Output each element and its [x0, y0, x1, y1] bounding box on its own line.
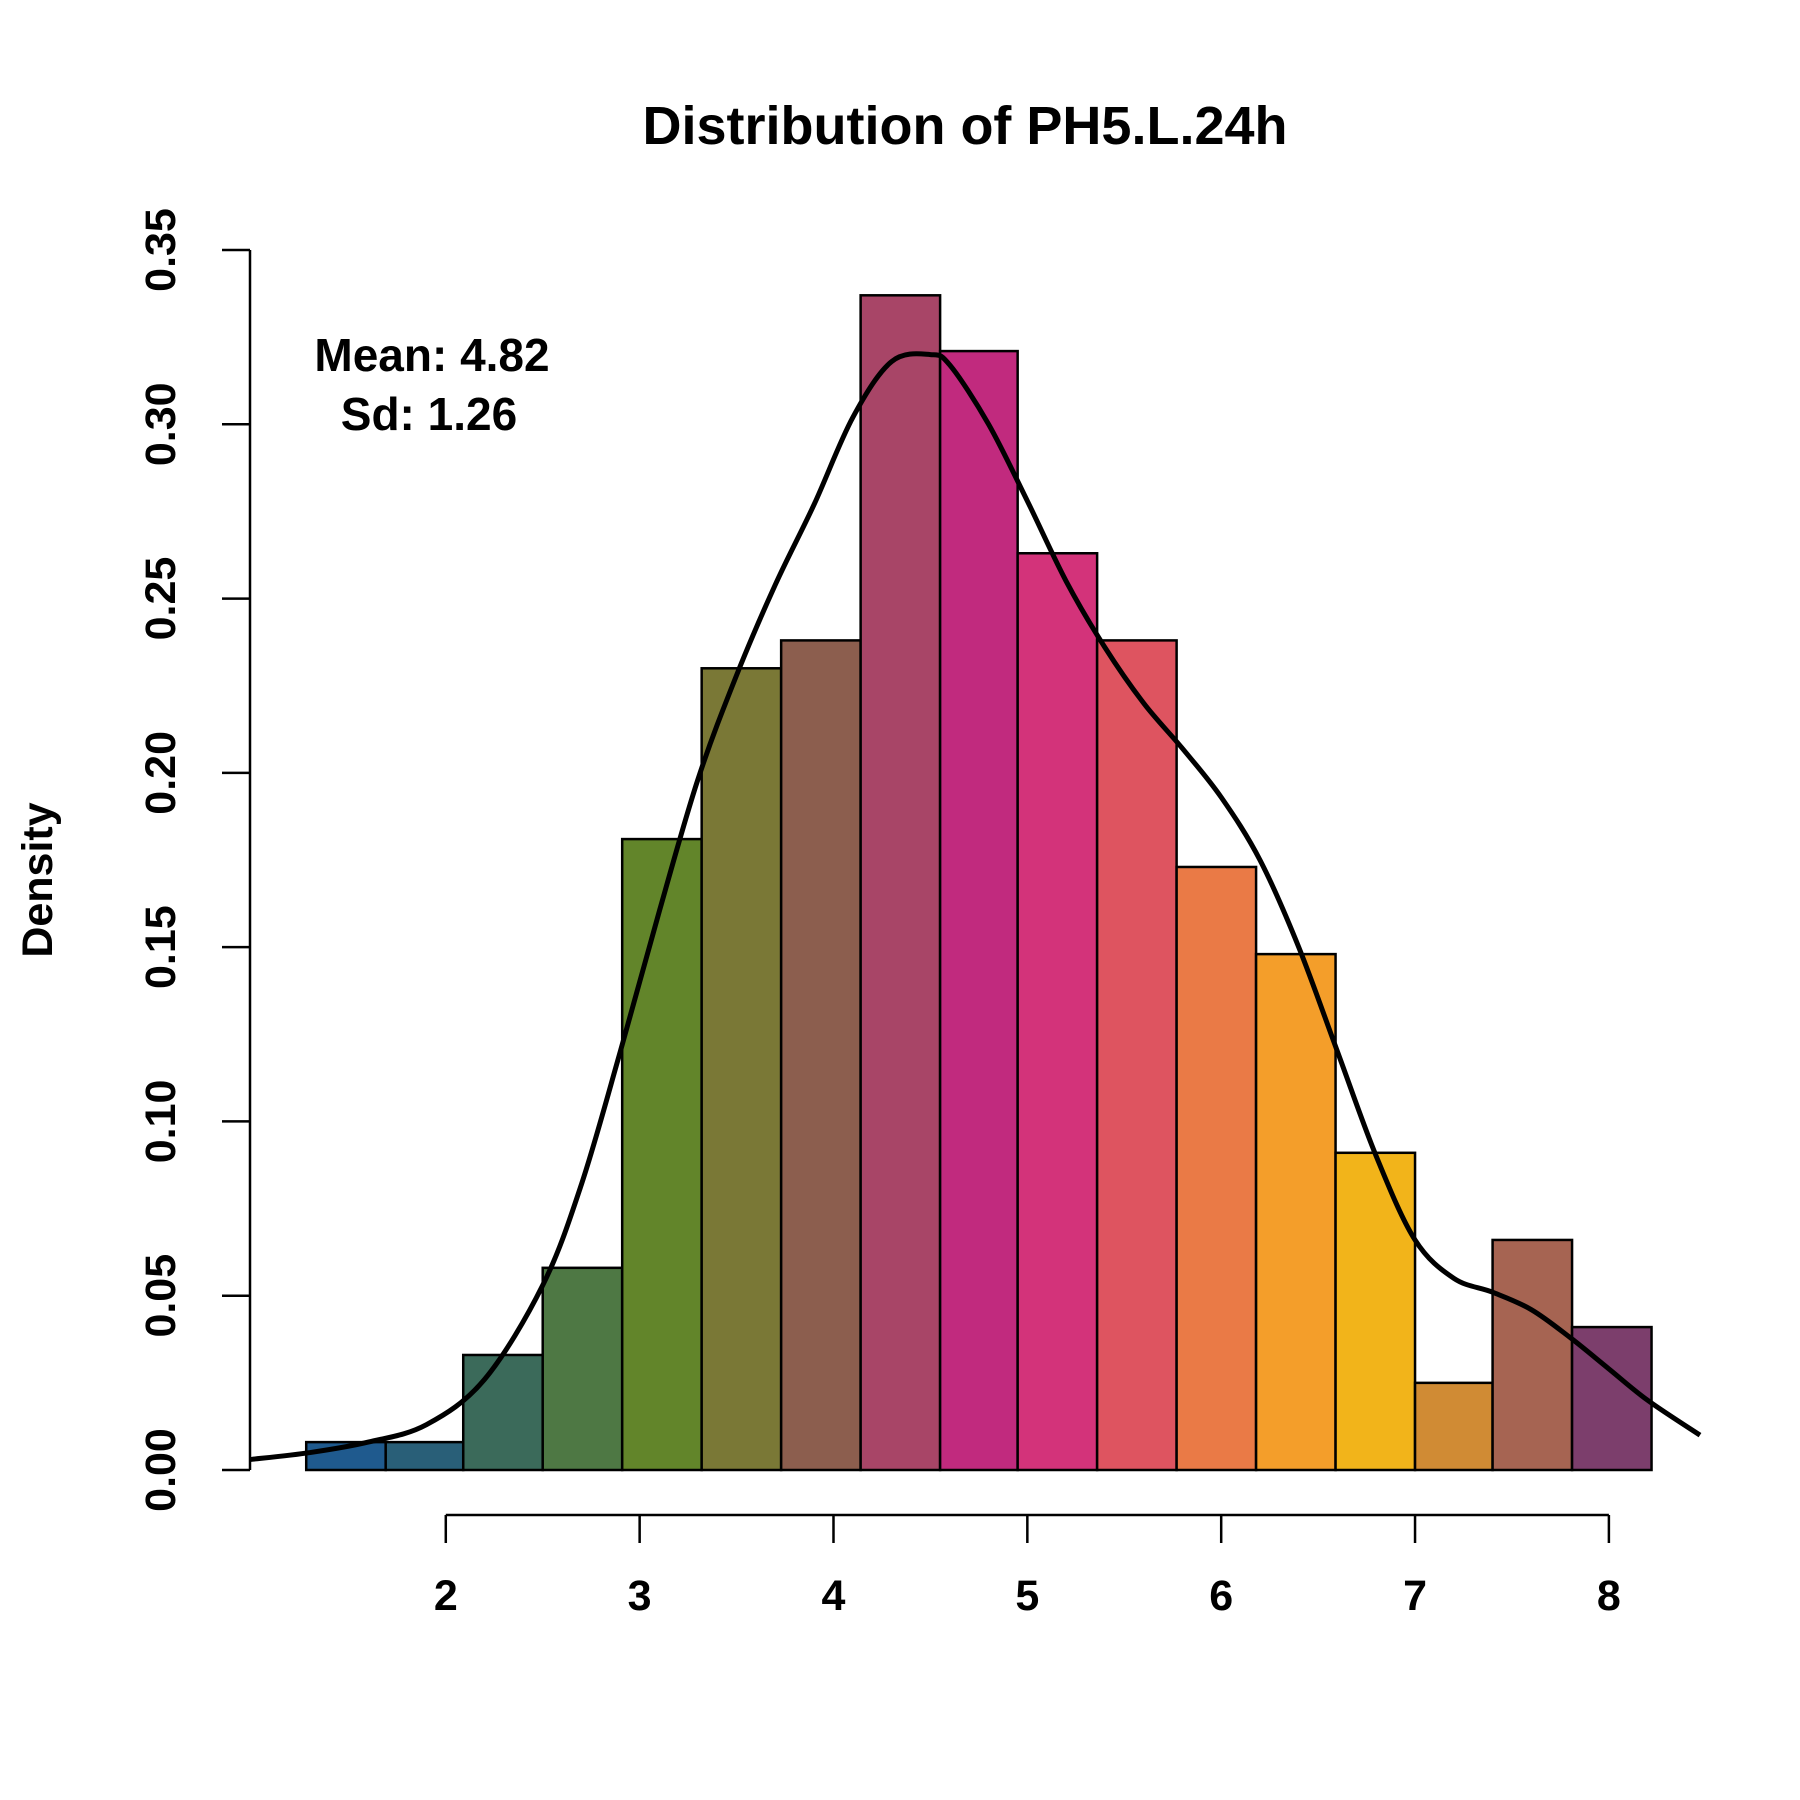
histogram-bar-3 [461, 1353, 544, 1472]
bars-layer [304, 294, 1653, 1472]
y-tick-label: 0.15 [137, 905, 185, 989]
x-tick-label: 6 [1209, 1572, 1233, 1620]
histogram-bar-7 [779, 639, 862, 1472]
histogram-bar-12 [1175, 865, 1258, 1472]
chart-title: Distribution of PH5.L.24h [642, 96, 1287, 156]
x-tick-label: 5 [1015, 1572, 1039, 1620]
y-tick-label: 0.20 [137, 731, 185, 815]
y-tick-label: 0.00 [137, 1428, 185, 1512]
histogram-bar-10 [1016, 552, 1099, 1472]
y-tick-label: 0.05 [137, 1254, 185, 1338]
y-tick-label: 0.10 [137, 1080, 185, 1164]
histogram-bar-15 [1413, 1381, 1494, 1472]
mean-annotation: Mean: 4.82 [314, 329, 549, 381]
histogram-bar-4 [541, 1266, 624, 1472]
x-tick-label: 8 [1597, 1572, 1621, 1620]
y-axis-label: Density [14, 802, 62, 957]
histogram-bar-13 [1254, 952, 1337, 1472]
sd-annotation: Sd: 1.26 [341, 388, 517, 440]
histogram-bar-6 [700, 667, 783, 1472]
histogram-bar-5 [620, 837, 703, 1472]
y-axis: 0.00 0.05 0.10 0.15 0.20 0.25 0.30 0.35 [137, 208, 252, 1512]
y-tick-label: 0.25 [137, 557, 185, 641]
histogram-bar-8 [859, 294, 942, 1472]
x-axis: 2 3 4 5 6 7 8 [434, 1513, 1621, 1620]
density-curve-layer [249, 351, 1702, 1463]
x-tick-label: 3 [628, 1572, 652, 1620]
x-tick-label: 7 [1403, 1572, 1427, 1620]
y-tick-label: 0.30 [137, 382, 185, 466]
histogram-bar-2 [384, 1440, 465, 1472]
histogram-bar-14 [1334, 1151, 1417, 1472]
histogram-bar-9 [938, 349, 1019, 1472]
histogram-bar-16 [1491, 1238, 1574, 1472]
histogram-bar-11 [1095, 639, 1178, 1472]
x-tick-label: 4 [822, 1572, 846, 1620]
y-tick-label: 0.35 [137, 208, 185, 292]
density-curve [249, 351, 1702, 1463]
x-tick-label: 2 [434, 1572, 458, 1620]
